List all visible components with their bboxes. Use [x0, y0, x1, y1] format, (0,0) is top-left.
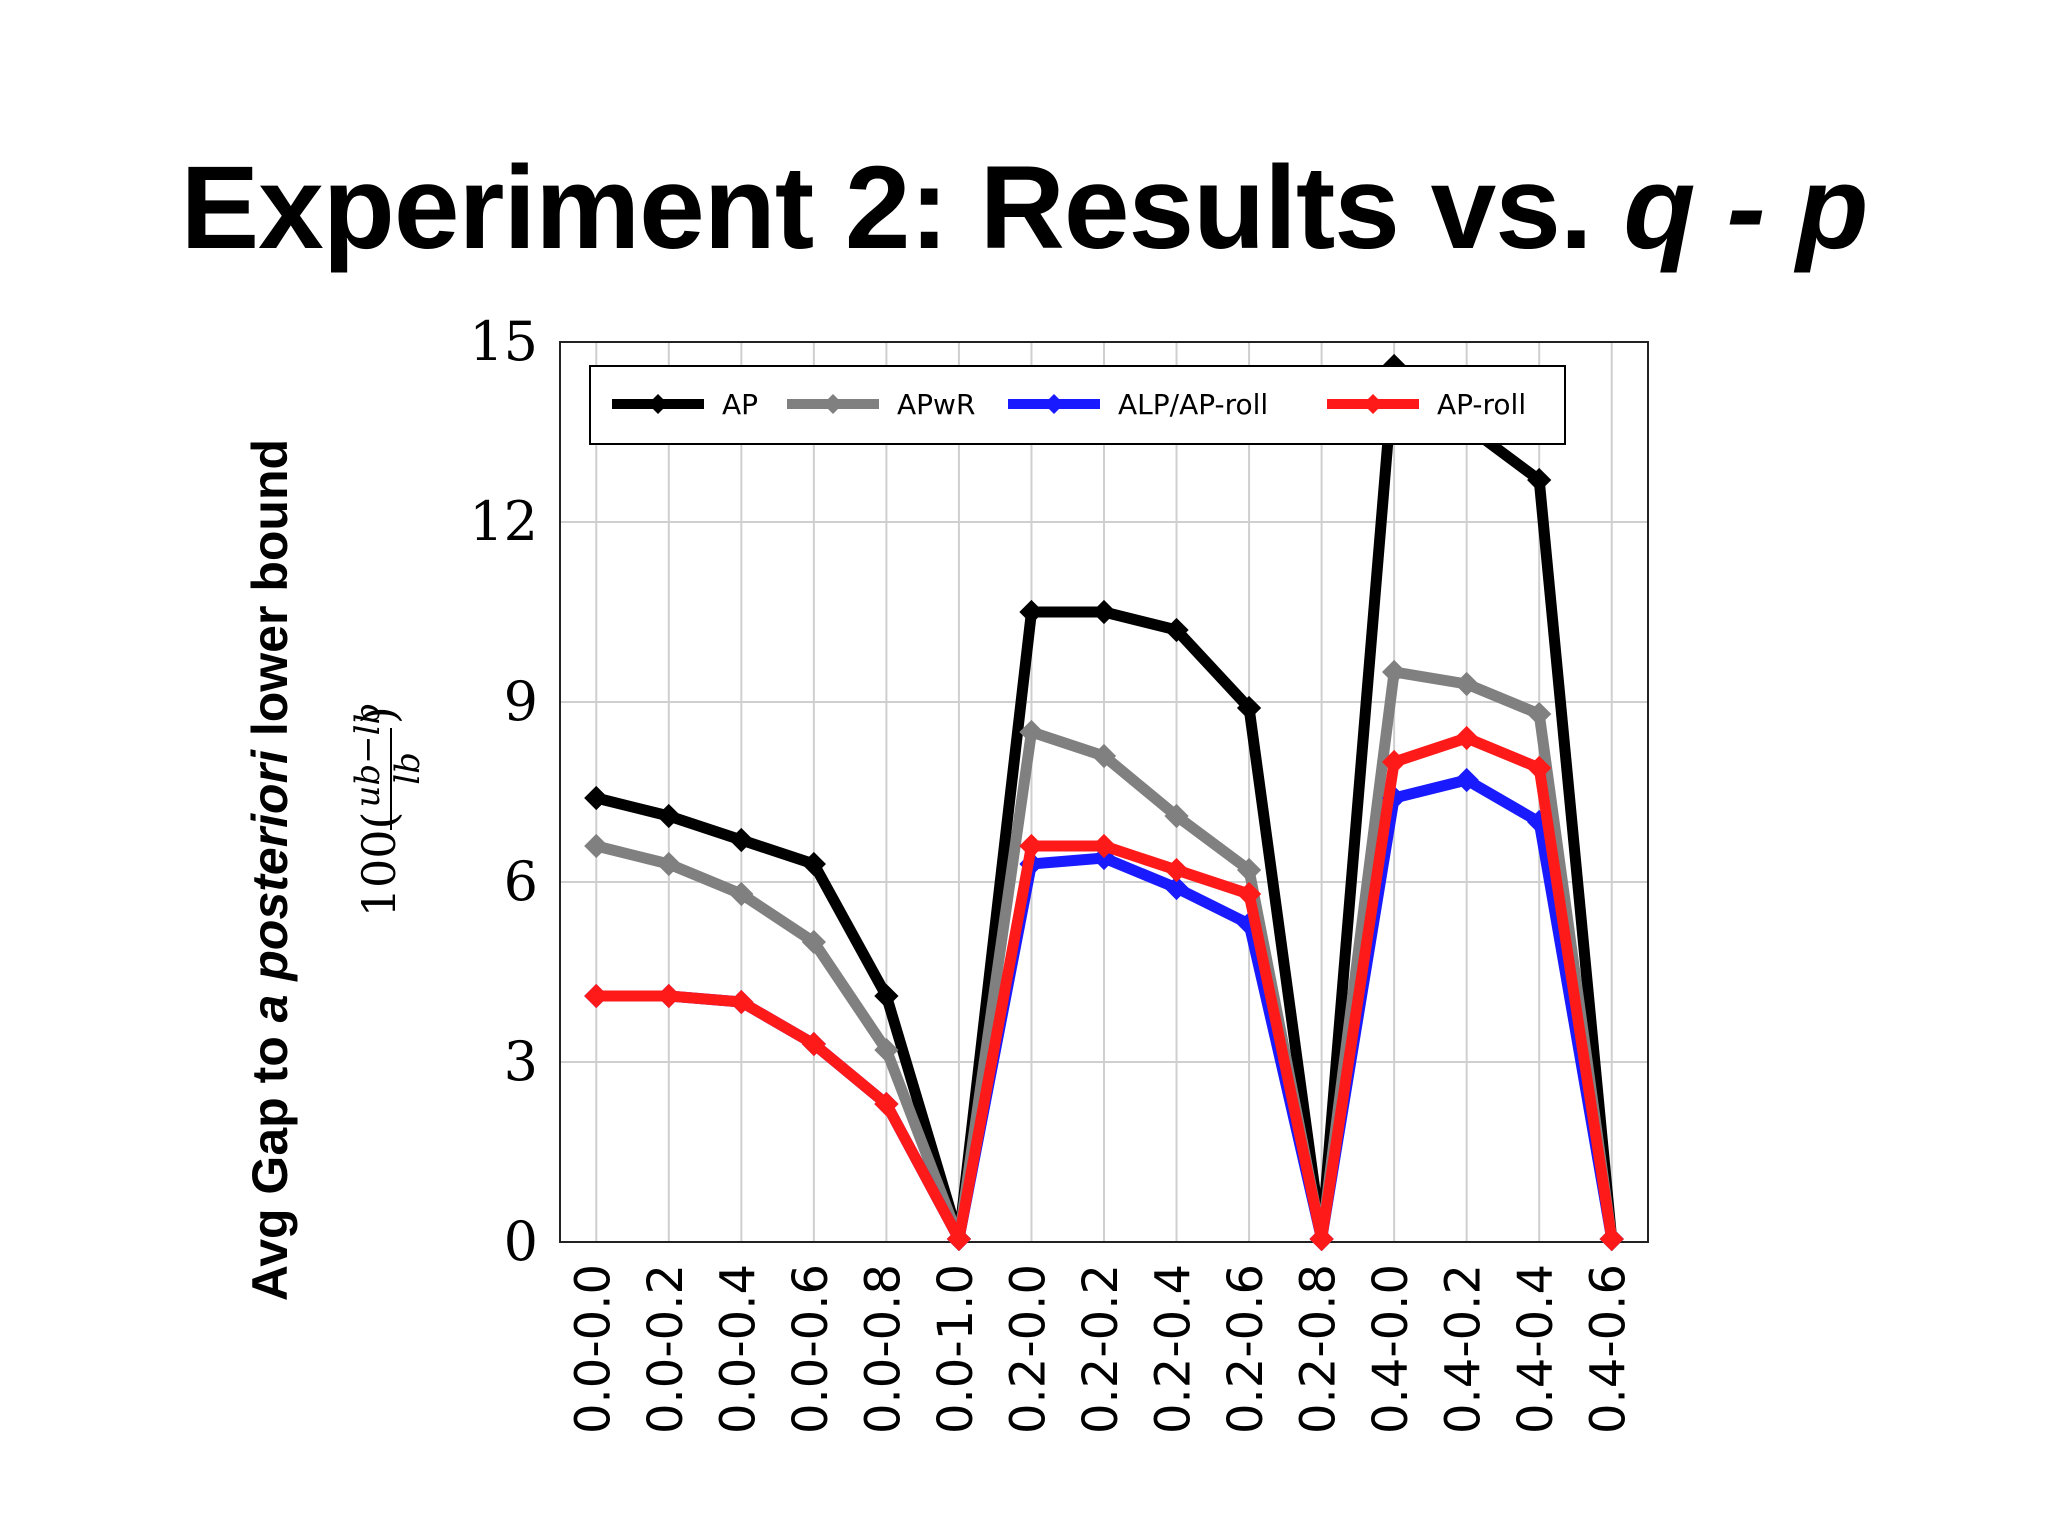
data-point	[874, 983, 899, 1009]
legend-label: AP-roll	[1437, 388, 1526, 421]
title-main: Experiment 2: Results vs.	[180, 142, 1624, 274]
data-point	[874, 1091, 899, 1117]
data-point	[1527, 701, 1552, 727]
data-point	[1091, 599, 1117, 625]
data-point	[874, 1037, 899, 1063]
x-tick-label: 0.2-0.8	[1291, 1264, 1347, 1434]
legend-swatch-marker	[823, 394, 843, 414]
x-tick-label: 0.2-0.2	[1073, 1264, 1129, 1434]
y-tick-label: 3	[504, 1030, 538, 1093]
data-point	[1236, 881, 1262, 907]
data-point	[656, 983, 681, 1009]
slide-title: Experiment 2: Results vs. q - p	[0, 140, 2048, 276]
data-point	[584, 983, 609, 1009]
data-point	[946, 1226, 972, 1252]
title-italic: q - p	[1623, 142, 1868, 274]
data-point	[584, 833, 609, 859]
data-point	[1164, 617, 1189, 643]
data-point	[584, 785, 609, 811]
x-tick-label: 0.0-0.2	[638, 1264, 694, 1434]
data-point	[1236, 695, 1262, 721]
legend-entry: ALP/AP-roll	[1008, 388, 1268, 421]
data-point	[801, 1031, 826, 1057]
data-point	[1382, 749, 1407, 775]
x-tick-label: 0.0-0.6	[783, 1264, 839, 1434]
legend-swatch-marker	[1363, 394, 1383, 414]
ylabel-formula-prefix: 100(	[352, 812, 406, 918]
y-tick-label: 12	[469, 490, 538, 553]
legend-label: AP	[722, 388, 758, 421]
series-ap-roll	[584, 725, 1624, 1252]
x-tick-label: 0.4-0.0	[1363, 1264, 1419, 1434]
legend: AP APwR ALP/AP-roll AP-roll	[589, 365, 1566, 445]
x-tick-label: 0.4-0.6	[1581, 1264, 1637, 1434]
data-point	[1454, 725, 1479, 751]
data-point	[1019, 719, 1044, 745]
x-tick-label: 0.2-0.0	[1000, 1264, 1056, 1434]
data-point	[1236, 857, 1262, 883]
data-point	[1599, 1226, 1624, 1252]
x-tick-label: 0.4-0.2	[1436, 1264, 1492, 1434]
data-point	[1091, 833, 1117, 859]
data-point	[1164, 803, 1189, 829]
ylabel-formula: 100(ub−lblb)	[348, 703, 428, 918]
data-point	[1454, 671, 1479, 697]
x-tick-label: 0.0-0.4	[710, 1264, 766, 1434]
data-point	[1382, 659, 1407, 685]
legend-label: ALP/AP-roll	[1118, 388, 1268, 421]
data-point	[1527, 467, 1552, 493]
ylabel-formula-suffix: )	[352, 706, 406, 724]
data-point	[729, 881, 754, 907]
legend-entry: AP	[612, 388, 758, 421]
x-tick-label: 0.2-0.6	[1218, 1264, 1274, 1434]
data-point	[1164, 857, 1189, 883]
data-point	[1527, 755, 1552, 781]
y-tick-label: 9	[504, 670, 538, 733]
data-point	[1019, 833, 1044, 859]
x-tick-label: 0.0-0.8	[855, 1264, 911, 1434]
data-point	[656, 803, 681, 829]
x-tick-label: 0.0-1.0	[928, 1264, 984, 1434]
x-tick-label: 0.4-0.4	[1508, 1264, 1564, 1434]
y-axis-inner-label: 100(ub−lblb)	[348, 703, 428, 918]
y-tick-label: 15	[469, 310, 538, 373]
legend-entry: AP-roll	[1327, 388, 1526, 421]
x-axis-ticks: 0.0-0.0 0.0-0.2 0.0-0.4 0.0-0.6 0.0-0.8 0.0-1…	[565, 1264, 1636, 1434]
data-point	[1091, 743, 1117, 769]
x-tick-label: 0.2-0.4	[1146, 1264, 1202, 1434]
x-tick-label: 0.0-0.0	[565, 1264, 621, 1434]
data-point	[729, 827, 754, 853]
data-point	[801, 929, 826, 955]
legend-entry: APwR	[787, 388, 975, 421]
data-point	[1309, 1226, 1334, 1252]
y-tick-label: 6	[504, 850, 538, 913]
legend-label: APwR	[897, 388, 975, 421]
data-point	[729, 989, 754, 1015]
data-point	[1454, 767, 1479, 793]
y-tick-label: 0	[504, 1210, 538, 1273]
data-point	[801, 851, 826, 877]
ylabel-formula-numerator: ub−lb	[348, 703, 388, 808]
plot-frame	[559, 341, 1649, 1243]
data-point	[656, 851, 681, 877]
series-group	[584, 353, 1624, 1252]
y-axis-ticks: 0 3 6 9 12 15	[469, 310, 538, 1273]
legend-swatch-marker	[1044, 394, 1064, 414]
data-point	[1164, 875, 1189, 901]
legend-swatch-marker	[648, 394, 668, 414]
data-point	[1019, 599, 1044, 625]
ylabel-formula-denominator: lb	[388, 752, 428, 785]
